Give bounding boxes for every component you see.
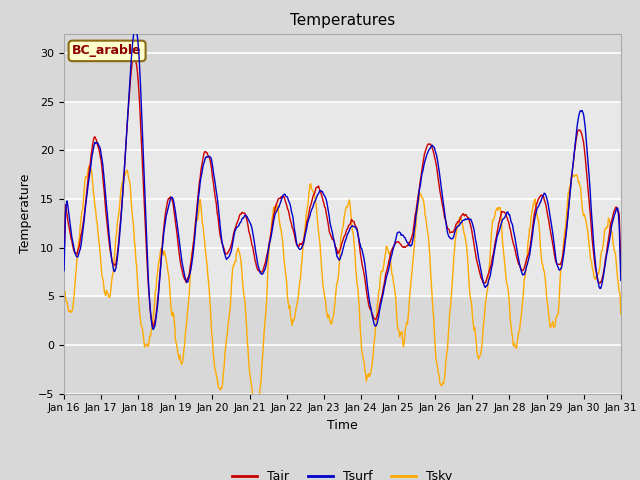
Legend: Tair, Tsurf, Tsky: Tair, Tsurf, Tsky: [227, 465, 458, 480]
Title: Temperatures: Temperatures: [290, 13, 395, 28]
Y-axis label: Temperature: Temperature: [19, 174, 33, 253]
Bar: [64, 102, 621, 296]
Text: BC_arable: BC_arable: [72, 44, 142, 58]
X-axis label: Time: Time: [327, 419, 358, 432]
